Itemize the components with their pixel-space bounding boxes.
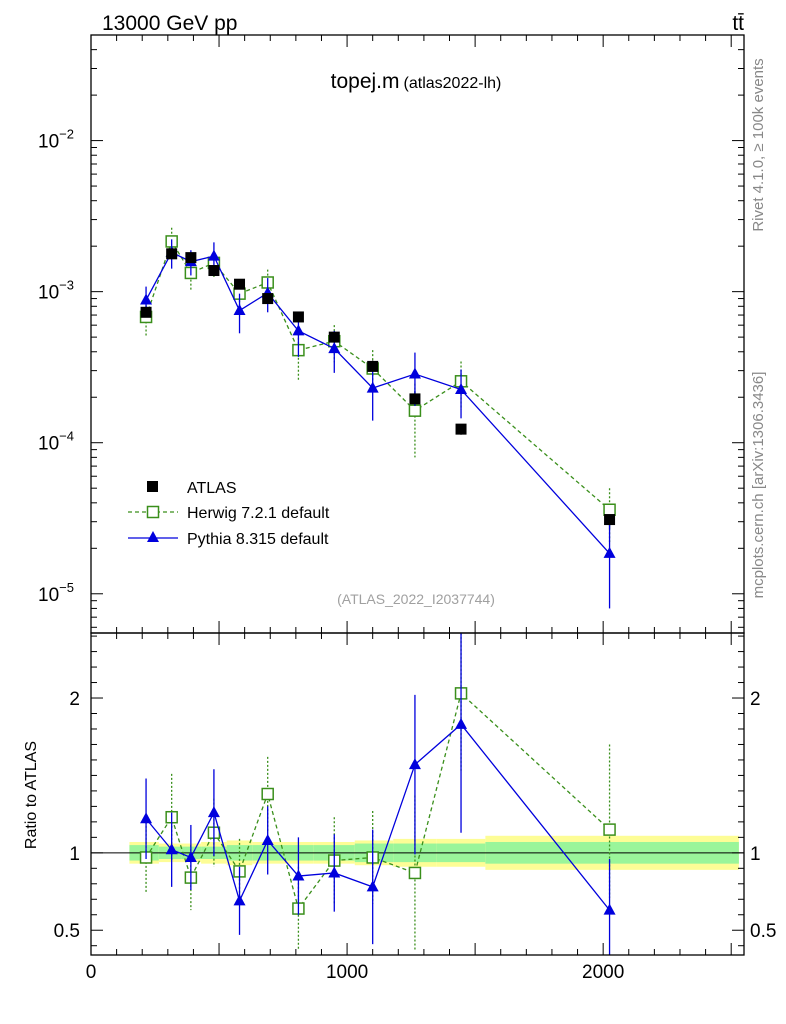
ratio-pythia-marker [366, 880, 379, 892]
ratio-ytick-label-right: 0.5 [750, 921, 776, 942]
ratio-herwig-marker [261, 787, 274, 801]
ratio-pythia-marker [184, 850, 197, 862]
pythia-marker [207, 249, 220, 261]
main-panel: topej.m (atlas2022-lh) (ATLAS_2022_I20377… [38, 34, 745, 634]
atlas-marker [328, 331, 340, 343]
ratio-herwig-line [145, 692, 610, 911]
atlas-marker [262, 293, 274, 305]
ratio-axes: 0 1000 2000 0.5 0.5 1 1 2 2 [54, 632, 776, 983]
main-ytick-label: 10−4 [38, 429, 74, 455]
main-ytick-label: 10−5 [38, 580, 74, 606]
main-ytick-label: 10−3 [38, 278, 74, 304]
plot-title: topej.m (atlas2022-lh) [331, 70, 502, 93]
pythia-marker [408, 367, 421, 379]
legend-herwig-marker [146, 505, 160, 519]
ratio-frame [90, 632, 745, 956]
ratio-xtick-label: 1000 [326, 962, 368, 983]
energy-label: 13000 GeV pp [102, 12, 237, 35]
main-ytick-label-base: 10 [38, 434, 59, 455]
analysis-id: (ATLAS_2022_I2037744) [337, 591, 495, 607]
atlas-marker [367, 360, 379, 372]
legend-herwig-label: Herwig 7.2.1 default [187, 505, 330, 522]
atlas-marker [185, 252, 197, 264]
atlas-marker [234, 278, 246, 290]
ratio-pythia-marker [207, 806, 220, 818]
ratio-ytick-label-right: 2 [750, 689, 761, 710]
ratio-ytick-label-right: 1 [750, 844, 761, 865]
rivet-version-label: Rivet 4.1.0, ≥ 100k events [750, 58, 767, 231]
ratio-pythia-marker [328, 866, 341, 878]
legend-atlas-label: ATLAS [187, 480, 237, 497]
ratio-ytick-label-left: 1 [69, 844, 80, 865]
legend-pythia-marker [147, 531, 159, 542]
ratio-ytick-label-left: 0.5 [54, 921, 80, 942]
pythia-marker [292, 324, 305, 336]
atlas-marker [455, 423, 467, 435]
ratio-pythia-marker [261, 833, 274, 845]
ratio-pythia-marker [165, 843, 178, 855]
main-ytick-label-base: 10 [38, 283, 59, 304]
atlas-marker [604, 514, 616, 526]
herwig-line [145, 239, 610, 511]
main-ytick-label-base: 10 [38, 132, 59, 153]
atlas-marker [208, 265, 220, 277]
main-axes: 10−210−310−410−5 [38, 34, 745, 634]
pythia-marker [328, 342, 341, 354]
main-ytick-label-exp: −3 [59, 278, 74, 293]
legend-atlas-marker [147, 481, 158, 492]
pythia-marker [233, 304, 246, 316]
atlas-marker [292, 311, 304, 323]
legend: ATLAS Herwig 7.2.1 default Pythia 8.315 … [128, 480, 330, 548]
atlas-marker [166, 248, 178, 260]
ratio-pythia-marker [408, 758, 421, 770]
plot-title-main: topej.m [331, 70, 400, 93]
ratio-panel: 0 1000 2000 0.5 0.5 1 1 2 2 Ratio to ATLAS [23, 632, 776, 983]
source-label: mcplots.cern.ch [arXiv:1306.3436] [750, 372, 767, 599]
process-label: tt̄ [732, 12, 744, 35]
plot-title-sub: (atlas2022-lh) [404, 75, 502, 92]
ratio-xtick-label: 2000 [582, 962, 624, 983]
ratio-pythia-marker [233, 894, 246, 906]
ratio-herwig-marker [408, 866, 422, 880]
pythia-marker [603, 546, 616, 558]
main-ytick-label: 10−2 [38, 127, 74, 153]
legend-pythia-label: Pythia 8.315 default [187, 531, 329, 548]
ratio-herwig-marker [603, 823, 616, 836]
main-ytick-label-exp: −4 [59, 429, 74, 444]
herwig-marker [408, 404, 422, 417]
ratio-ytick-label-left: 2 [69, 689, 80, 710]
main-ytick-label-exp: −5 [59, 580, 74, 595]
ratio-pythia-marker [140, 812, 153, 824]
main-ytick-label-base: 10 [38, 585, 59, 606]
atlas-marker [409, 393, 421, 405]
pythia-marker [366, 381, 379, 393]
ratio-pythia-marker [292, 869, 305, 881]
ratio-pythia-marker [603, 903, 616, 915]
pythia-marker [140, 293, 153, 305]
ratio-pythia-line [145, 723, 611, 911]
ratio-ylabel: Ratio to ATLAS [23, 741, 40, 849]
main-ytick-label-exp: −2 [59, 127, 74, 142]
ratio-pythia-marker [455, 717, 468, 729]
herwig-marker [603, 503, 616, 516]
atlas-marker [140, 306, 152, 318]
pythia-marker [455, 383, 468, 395]
ratio-xtick-label: 0 [86, 962, 97, 983]
